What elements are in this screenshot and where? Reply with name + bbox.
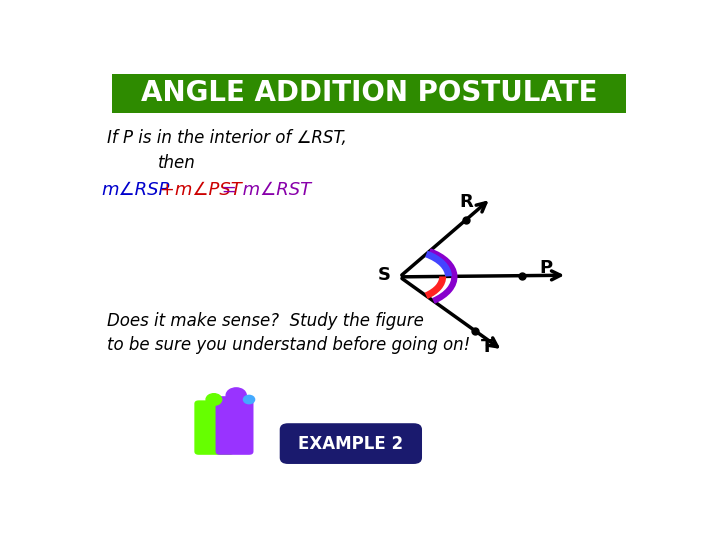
Text: P: P xyxy=(539,259,552,277)
Text: ANGLE ADDITION POSTULATE: ANGLE ADDITION POSTULATE xyxy=(140,79,598,107)
FancyBboxPatch shape xyxy=(279,423,422,464)
FancyBboxPatch shape xyxy=(215,396,253,455)
Text: If P is in the interior of ∠RST,: If P is in the interior of ∠RST, xyxy=(107,129,346,146)
Text: = m∠RST: = m∠RST xyxy=(215,180,310,199)
Text: to be sure you understand before going on!: to be sure you understand before going o… xyxy=(107,336,470,354)
Text: m∠RSP: m∠RSP xyxy=(101,180,169,199)
Text: +m∠PST: +m∠PST xyxy=(154,180,242,199)
Circle shape xyxy=(243,395,255,404)
FancyBboxPatch shape xyxy=(194,400,234,455)
Circle shape xyxy=(206,394,222,406)
Circle shape xyxy=(226,388,246,403)
Text: T: T xyxy=(480,339,492,356)
Text: R: R xyxy=(459,193,473,212)
Text: then: then xyxy=(158,153,195,172)
FancyBboxPatch shape xyxy=(112,75,626,113)
Text: Does it make sense?  Study the figure: Does it make sense? Study the figure xyxy=(107,312,423,329)
Text: S: S xyxy=(377,266,390,284)
Text: EXAMPLE 2: EXAMPLE 2 xyxy=(298,435,403,453)
